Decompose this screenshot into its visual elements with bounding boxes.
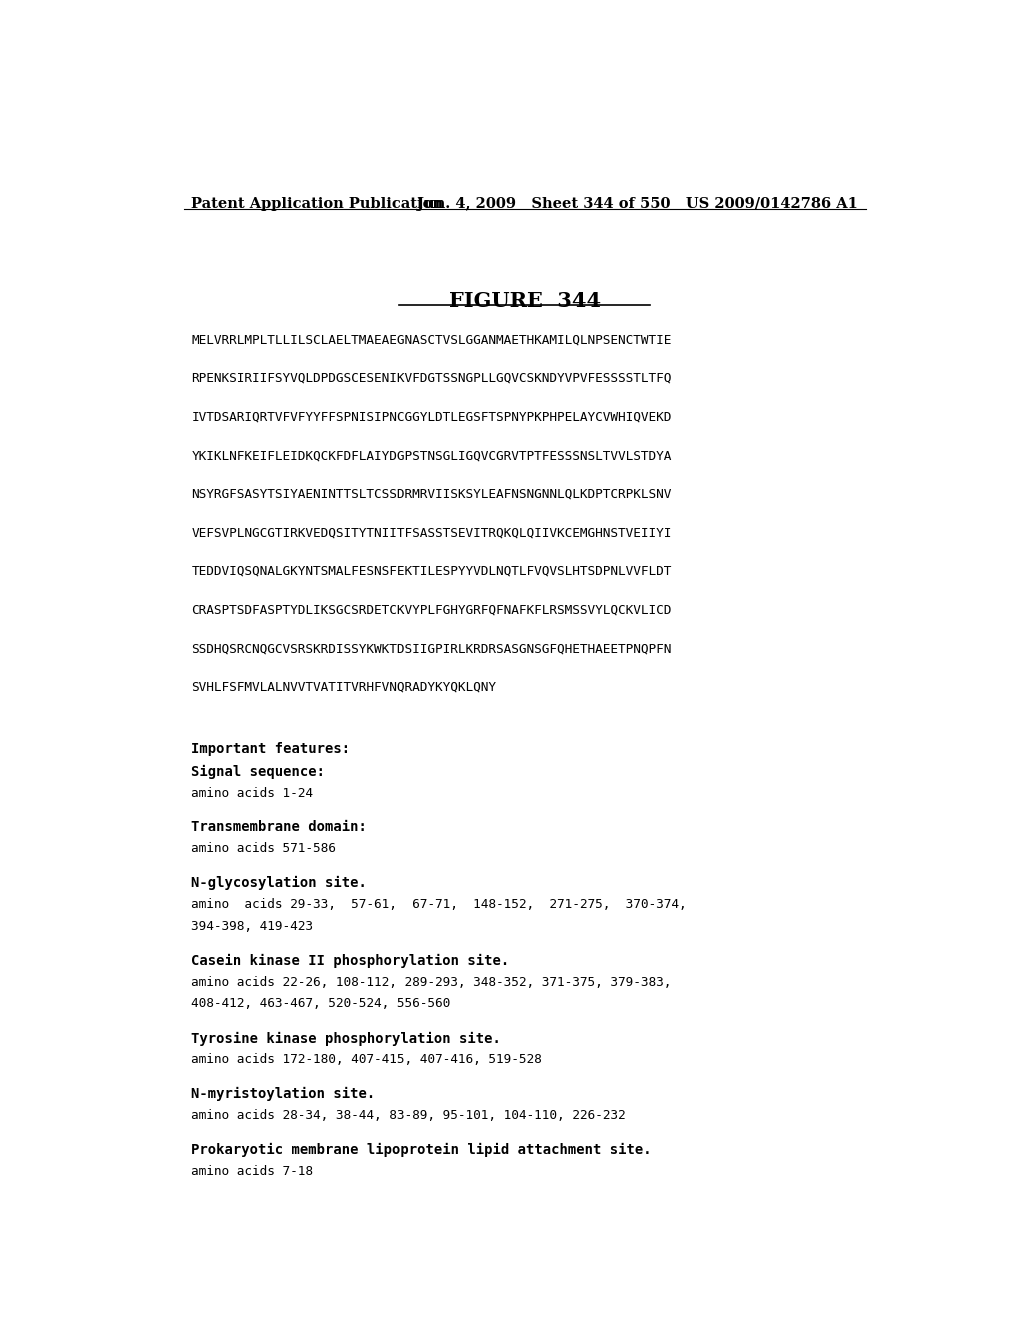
Text: VEFSVPLNGCGTIRKVEDQSITYTNIITFSASSTSEVITRQKQLQIIVKCEMGHNSTVEIIYI: VEFSVPLNGCGTIRKVEDQSITYTNIITFSASSTSEVITR… bbox=[191, 527, 672, 540]
Text: N-glycosylation site.: N-glycosylation site. bbox=[191, 876, 368, 891]
Text: Jun. 4, 2009   Sheet 344 of 550   US 2009/0142786 A1: Jun. 4, 2009 Sheet 344 of 550 US 2009/01… bbox=[417, 197, 858, 211]
Text: RPENKSIRIIFSYVQLDPDGSCESENIKVFDGTSSNGPLLGQVCSKNDYVPVFESSSSTLTFQ: RPENKSIRIIFSYVQLDPDGSCESENIKVFDGTSSNGPLL… bbox=[191, 372, 672, 385]
Text: IVTDSARIQRTVFVFYYFFSPNISIPNCGGYLDTLEGSFTSPNYPKPHPELAYCVWHIQVEKD: IVTDSARIQRTVFVFYYFFSPNISIPNCGGYLDTLEGSFT… bbox=[191, 411, 672, 424]
Text: NSYRGFSASYTSIYAENINTTSLTCSSDRMRVIISKSYLEAFNSNGNNLQLKDPTCRPKLSNV: NSYRGFSASYTSIYAENINTTSLTCSSDRMRVIISKSYLE… bbox=[191, 487, 672, 500]
Text: Patent Application Publication: Patent Application Publication bbox=[191, 197, 443, 211]
Text: amino acids 28-34, 38-44, 83-89, 95-101, 104-110, 226-232: amino acids 28-34, 38-44, 83-89, 95-101,… bbox=[191, 1109, 626, 1122]
Text: Prokaryotic membrane lipoprotein lipid attachment site.: Prokaryotic membrane lipoprotein lipid a… bbox=[191, 1143, 652, 1156]
Text: amino acids 571-586: amino acids 571-586 bbox=[191, 842, 336, 855]
Text: SSDHQSRCNQGCVSRSKRDISSYKWKTDSIIGPIRLKRDRSASGNSGFQHETHAEETPNQPFN: SSDHQSRCNQGCVSRSKRDISSYKWKTDSIIGPIRLKRDR… bbox=[191, 643, 672, 655]
Text: Signal sequence:: Signal sequence: bbox=[191, 764, 326, 779]
Text: amino  acids 29-33,  57-61,  67-71,  148-152,  271-275,  370-374,: amino acids 29-33, 57-61, 67-71, 148-152… bbox=[191, 898, 687, 911]
Text: TEDDVIQSQNALGKYNTSMALFESNSFEKTILESPYYVDLNQTLFVQVSLHTSDPNLVVFLDT: TEDDVIQSQNALGKYNTSMALFESNSFEKTILESPYYVDL… bbox=[191, 565, 672, 578]
Text: YKIKLNFKEIFLEIDKQCKFDFLAIYDGPSTNSGLIGQVCGRVTPTFESSSNSLTVVLSTDYA: YKIKLNFKEIFLEIDKQCKFDFLAIYDGPSTNSGLIGQVC… bbox=[191, 449, 672, 462]
Text: FIGURE  344: FIGURE 344 bbox=[449, 290, 601, 310]
Text: N-myristoylation site.: N-myristoylation site. bbox=[191, 1088, 376, 1101]
Text: Tyrosine kinase phosphorylation site.: Tyrosine kinase phosphorylation site. bbox=[191, 1031, 502, 1045]
Text: amino acids 7-18: amino acids 7-18 bbox=[191, 1164, 313, 1177]
Text: 394-398, 419-423: 394-398, 419-423 bbox=[191, 920, 313, 933]
Text: Transmembrane domain:: Transmembrane domain: bbox=[191, 821, 368, 834]
Text: Casein kinase II phosphorylation site.: Casein kinase II phosphorylation site. bbox=[191, 954, 510, 968]
Text: SVHLFSFMVLALNVVTVATITVRHFVNQRADYKYQKLQNY: SVHLFSFMVLALNVVTVATITVRHFVNQRADYKYQKLQNY bbox=[191, 681, 497, 694]
Text: amino acids 172-180, 407-415, 407-416, 519-528: amino acids 172-180, 407-415, 407-416, 5… bbox=[191, 1053, 543, 1067]
Text: MELVRRLMPLTLLILSCLAELTMAEAEGNASCTVSLGGANMAETHKAMILQLNPSENCTWTIE: MELVRRLMPLTLLILSCLAELTMAEAEGNASCTVSLGGAN… bbox=[191, 333, 672, 346]
Text: amino acids 22-26, 108-112, 289-293, 348-352, 371-375, 379-383,: amino acids 22-26, 108-112, 289-293, 348… bbox=[191, 975, 672, 989]
Text: Important features:: Important features: bbox=[191, 742, 350, 756]
Text: 408-412, 463-467, 520-524, 556-560: 408-412, 463-467, 520-524, 556-560 bbox=[191, 998, 451, 1011]
Text: amino acids 1-24: amino acids 1-24 bbox=[191, 787, 313, 800]
Text: CRASPTSDFASPTYDLIKSGCSRDETCKVYPLFGHYGRFQFNAFKFLRSMSSVYLQCKVLICD: CRASPTSDFASPTYDLIKSGCSRDETCKVYPLFGHYGRFQ… bbox=[191, 603, 672, 616]
